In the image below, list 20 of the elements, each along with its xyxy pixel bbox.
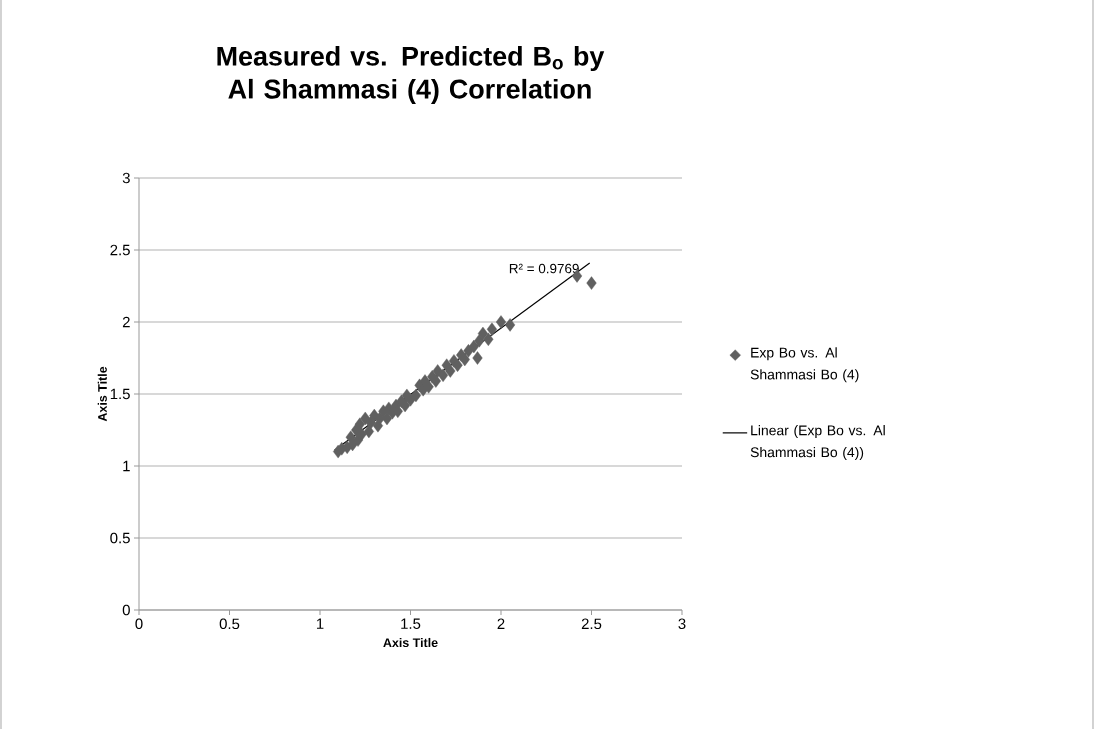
x-tick-label: 0.5 — [219, 618, 240, 630]
x-tick-label: 3 — [678, 618, 686, 630]
y-tick-label: 1.5 — [110, 388, 130, 400]
x-tick-label: 0 — [135, 618, 143, 630]
x-tick-label: 2.5 — [581, 618, 602, 630]
y-tick-label: 2 — [122, 316, 130, 328]
x-axis-title: Axis Title — [383, 637, 438, 648]
annotation: R² = 0.9769 — [509, 263, 579, 274]
y-tick-label: 2.5 — [110, 244, 130, 256]
y-axis-title: Axis Title — [97, 366, 107, 422]
x-tick-label: 1.5 — [401, 618, 421, 629]
y-tick-label: 3 — [122, 172, 130, 184]
legend-label: Linear (Exp Bo vs. Al Shammasi Bo (4)) — [750, 425, 885, 460]
y-tick-label: 0.5 — [110, 532, 130, 544]
y-tick-label: 1 — [123, 460, 130, 472]
chart-title: Measured vs. Predicted B$_{o}$ by Al Shammasi (4) Correlation — [217, 46, 605, 104]
y-tick-label: 0 — [122, 604, 130, 616]
x-tick-label: 1 — [317, 618, 324, 629]
x-tick-label: 2 — [497, 618, 505, 629]
legend-label: Exp Bo vs. Al Shammasi Bo (4) — [750, 347, 859, 383]
